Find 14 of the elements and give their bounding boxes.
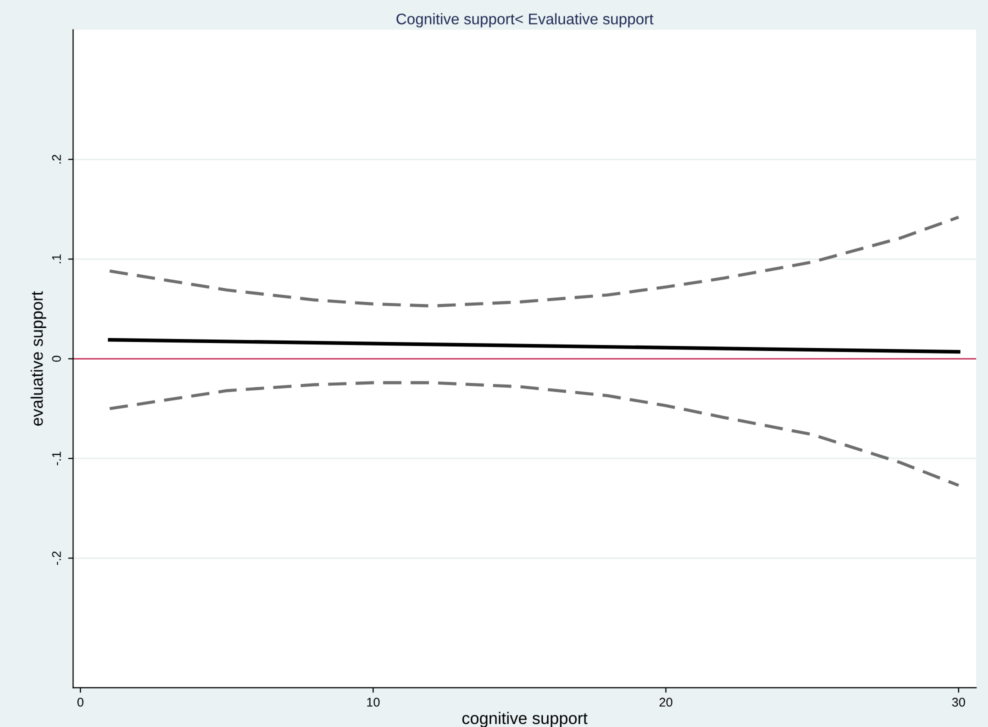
line-series: [108, 216, 960, 308]
x-tick-label: 20: [660, 698, 672, 707]
y-tick-label: 0: [52, 356, 61, 362]
x-tick-label: 10: [367, 698, 380, 707]
y-tick-label: -.1: [52, 452, 61, 466]
y-tick-label: .1: [52, 254, 61, 264]
y-tick-label: .2: [52, 154, 61, 164]
x-tick-label: 30: [952, 698, 966, 707]
x-tick-label: 0: [77, 698, 84, 707]
y-axis-title: evaluative support: [30, 291, 46, 426]
line-series: [108, 381, 960, 487]
x-axis-title: cognitive support: [462, 712, 588, 727]
chart-title: Cognitive support< Evaluative support: [396, 13, 654, 28]
y-tick-label: -.2: [52, 551, 61, 565]
